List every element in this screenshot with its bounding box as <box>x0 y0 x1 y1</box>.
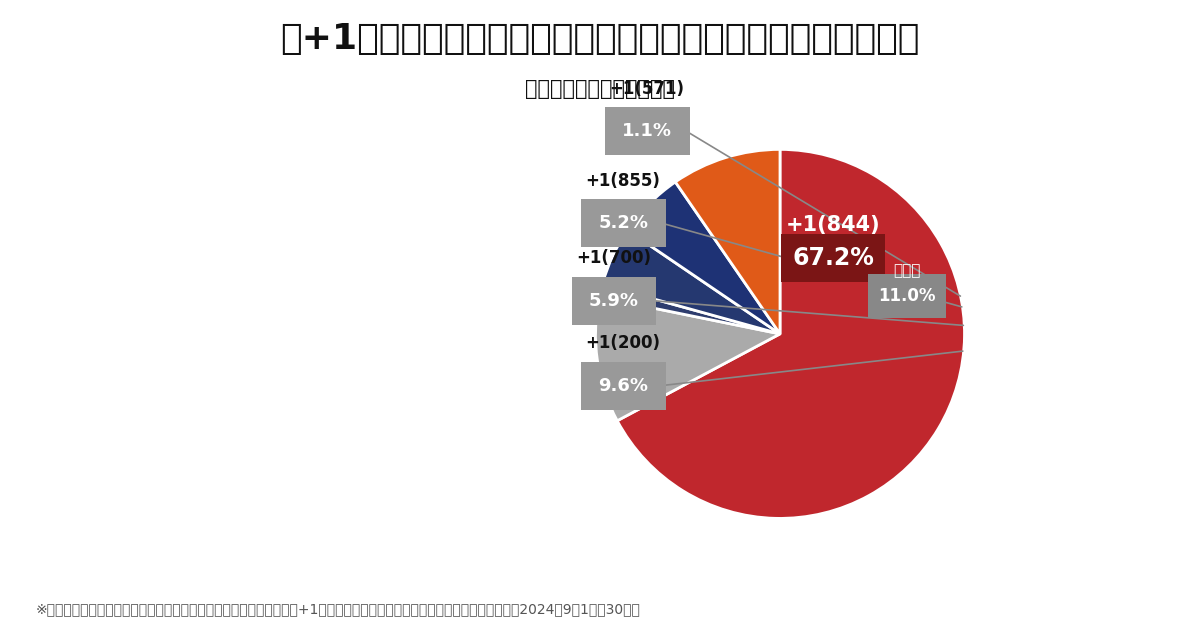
Text: （トビラシステムズ調べ）: （トビラシステムズ調べ） <box>526 79 674 99</box>
Text: 「+1」で始まる国際電話番号からの着信件数　番号帯別の割合: 「+1」で始まる国際電話番号からの着信件数 番号帯別の割合 <box>281 22 919 56</box>
Wedge shape <box>595 297 780 421</box>
Text: +1(844): +1(844) <box>786 215 881 236</box>
Text: 5.9%: 5.9% <box>589 292 638 310</box>
Wedge shape <box>602 230 780 334</box>
Text: 67.2%: 67.2% <box>792 246 874 270</box>
Text: +1(571): +1(571) <box>610 80 685 98</box>
FancyBboxPatch shape <box>781 234 884 282</box>
Text: 11.0%: 11.0% <box>878 287 936 306</box>
Text: +1(855): +1(855) <box>586 172 661 190</box>
Text: その他: その他 <box>893 263 920 278</box>
FancyBboxPatch shape <box>605 107 690 155</box>
Text: ※トビラシステムズの迷惑電話対策サービス利用端末で着信した、「+1」で始まる国際電話番号からの着信件数。集計期間：2024年9月1日〜30日。: ※トビラシステムズの迷惑電話対策サービス利用端末で着信した、「+1」で始まる国際… <box>36 602 641 616</box>
Text: 5.2%: 5.2% <box>598 214 648 232</box>
Wedge shape <box>617 149 965 518</box>
Text: +1(200): +1(200) <box>586 335 661 352</box>
FancyBboxPatch shape <box>581 362 666 410</box>
FancyBboxPatch shape <box>571 277 656 324</box>
Wedge shape <box>676 149 780 334</box>
Text: +1(700): +1(700) <box>576 249 652 268</box>
FancyBboxPatch shape <box>868 274 946 318</box>
Wedge shape <box>599 285 780 334</box>
Text: 9.6%: 9.6% <box>598 377 648 394</box>
FancyBboxPatch shape <box>581 199 666 247</box>
Text: 1.1%: 1.1% <box>622 122 672 140</box>
Wedge shape <box>628 182 780 334</box>
